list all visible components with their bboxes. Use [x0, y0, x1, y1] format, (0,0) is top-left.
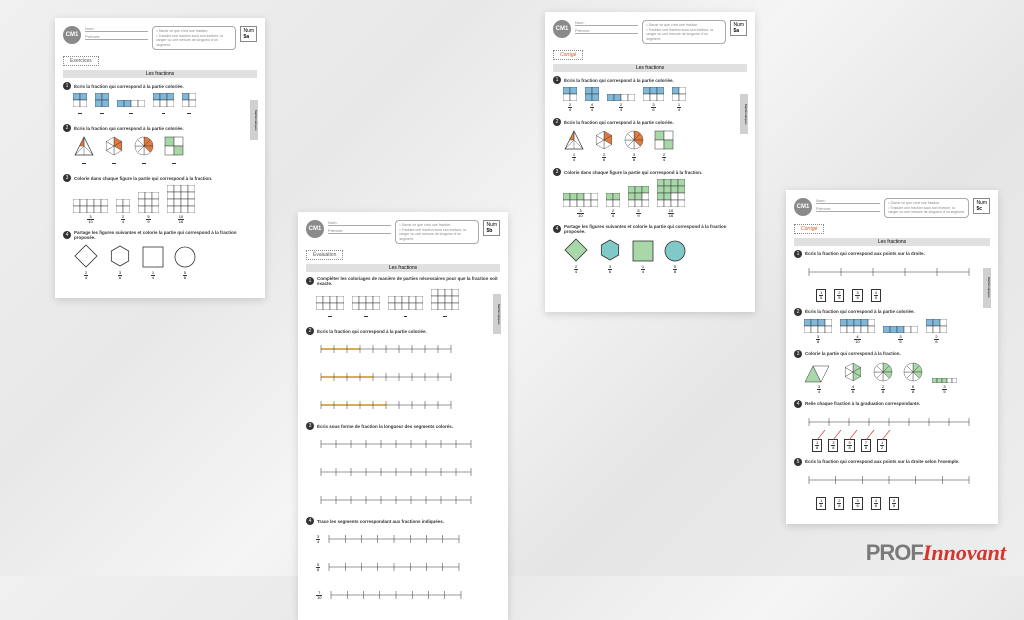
logo: PROFInnovant	[866, 540, 1006, 566]
exercise-number: 1	[306, 277, 314, 285]
exercise-3: 3 Colorie dans chaque figure la partie q…	[63, 174, 257, 224]
exercise-1: 1 Écris la fraction qui correspond à la …	[63, 82, 257, 118]
exercise-title: Compléter les coloriages de manière de p…	[317, 276, 500, 286]
sheet-type-label: Corrigé	[553, 50, 583, 60]
exercise-number: 3	[553, 168, 561, 176]
exercise-title: Colorie dans chaque figure la partie qui…	[564, 170, 702, 175]
exercise-title: Écris la fraction qui correspond à la pa…	[564, 120, 674, 125]
exercise-1: 1 Écris la fraction qui correspond aux p…	[794, 250, 990, 302]
fiche-number: Num5a	[730, 20, 747, 36]
exercise-number: 5	[794, 458, 802, 466]
worksheet-ws4: CM1 Nom: Prénom: • Savoir ce que c'est u…	[786, 190, 998, 524]
name-fields: Nom: Prénom:	[328, 220, 391, 236]
name-fields: Nom: Prénom:	[575, 20, 638, 36]
exercise-number: 1	[553, 76, 561, 84]
exercise-number: 1	[794, 250, 802, 258]
grade-badge: CM1	[794, 198, 812, 216]
exercise-5: 5 Écris la fraction qui correspond aux p…	[794, 458, 990, 510]
name-fields: Nom: Prénom:	[85, 26, 148, 42]
exercise-2: 2 Écris la fraction qui correspond à la …	[306, 327, 500, 416]
exercise-title: Colorie dans chaque figure la partie qui…	[74, 176, 212, 181]
objectives-box: • Savoir ce que c'est une fraction.• Tra…	[642, 20, 726, 44]
exercise-title: Écris la fraction qui correspond à la pa…	[317, 329, 427, 334]
exercise-3: 3 Colorie la partie qui correspond à la …	[794, 350, 990, 394]
exercise-number: 3	[306, 422, 314, 430]
exercise-number: 1	[63, 82, 71, 90]
exercise-number: 2	[553, 118, 561, 126]
exercise-number: 4	[306, 517, 314, 525]
grade-badge: CM1	[306, 220, 324, 238]
exercise-number: 4	[794, 400, 802, 408]
exercise-2: 2 Écris la fraction qui correspond à la …	[794, 308, 990, 344]
subject-tab: Mathématiques	[493, 294, 501, 334]
fiche-number: Num5a	[240, 26, 257, 42]
exercise-4: 4 Partage les figures suivantes et color…	[63, 230, 257, 280]
exercise-title: Trace les segments correspondant aux fra…	[317, 519, 444, 524]
topic-title: Les fractions Mathématiques	[794, 238, 990, 246]
sheet-type-label: Exercices	[63, 56, 99, 66]
exercise-title: Colorie la partie qui correspond à la fr…	[805, 351, 901, 356]
grade-badge: CM1	[63, 26, 81, 44]
topic-title: Les fractions Mathématiques	[63, 70, 257, 78]
exercise-4: 4 Relie chaque fraction à la graduation …	[794, 400, 990, 452]
fiche-number: Num5b	[483, 220, 500, 236]
grade-badge: CM1	[553, 20, 571, 38]
exercise-number: 4	[63, 231, 71, 239]
exercise-number: 2	[63, 124, 71, 132]
exercise-3: 3 Écris sous forme de fraction la longue…	[306, 422, 500, 511]
exercise-4: 4 Trace les segments correspondant aux f…	[306, 517, 500, 606]
exercise-title: Écris la fraction qui correspond aux poi…	[805, 251, 925, 256]
exercise-2: 2 Écris la fraction qui correspond à la …	[553, 118, 747, 162]
objectives-box: • Savoir ce que c'est une fraction.• Tra…	[395, 220, 479, 244]
exercise-title: Écris sous forme de fraction la longueur…	[317, 424, 453, 429]
exercise-number: 2	[794, 308, 802, 316]
fiche-number: Num5c	[973, 198, 990, 214]
exercise-number: 3	[794, 350, 802, 358]
topic-title: Les fractions Mathématiques	[306, 264, 500, 272]
worksheet-ws2: CM1 Nom: Prénom: • Savoir ce que c'est u…	[298, 212, 508, 620]
logo-part1: PROF	[866, 540, 923, 565]
objectives-box: • Savoir ce que c'est une fraction.• Tra…	[152, 26, 236, 50]
exercise-title: Partage les figures suivantes et colorie…	[74, 230, 257, 240]
topic-title: Les fractions Mathématiques	[553, 64, 747, 72]
exercise-title: Écris la fraction qui correspond à la pa…	[564, 78, 674, 83]
worksheet-ws1: CM1 Nom: Prénom: • Savoir ce que c'est u…	[55, 18, 265, 298]
exercise-2: 2 Écris la fraction qui correspond à la …	[63, 124, 257, 168]
exercise-1: 1 Écris la fraction qui correspond à la …	[553, 76, 747, 112]
exercise-number: 2	[306, 327, 314, 335]
exercise-title: Écris la fraction qui correspond à la pa…	[74, 126, 184, 131]
subject-tab: Mathématiques	[250, 100, 258, 140]
exercise-title: Écris la fraction qui correspond à la pa…	[805, 309, 915, 314]
subject-tab: Mathématiques	[740, 94, 748, 134]
name-fields: Nom: Prénom:	[816, 198, 880, 214]
exercise-title: Partage les figures suivantes et colorie…	[564, 224, 747, 234]
exercise-number: 4	[553, 225, 561, 233]
sheet-type-label: Évaluation	[306, 250, 343, 260]
exercise-3: 3 Colorie dans chaque figure la partie q…	[553, 168, 747, 218]
worksheet-ws3: CM1 Nom: Prénom: • Savoir ce que c'est u…	[545, 12, 755, 312]
exercise-1: 1 Compléter les coloriages de manière de…	[306, 276, 500, 321]
exercise-title: Relie chaque fraction à la graduation co…	[805, 401, 920, 406]
logo-part2: Innovant	[923, 540, 1006, 565]
exercise-title: Écris la fraction qui correspond aux poi…	[805, 459, 959, 464]
exercise-number: 3	[63, 174, 71, 182]
objectives-box: • Savoir ce que c'est une fraction.• Tra…	[884, 198, 969, 218]
exercise-title: Écris la fraction qui correspond à la pa…	[74, 84, 184, 89]
subject-tab: Mathématiques	[983, 268, 991, 308]
sheet-type-label: Corrigé	[794, 224, 824, 234]
exercise-4: 4 Partage les figures suivantes et color…	[553, 224, 747, 274]
